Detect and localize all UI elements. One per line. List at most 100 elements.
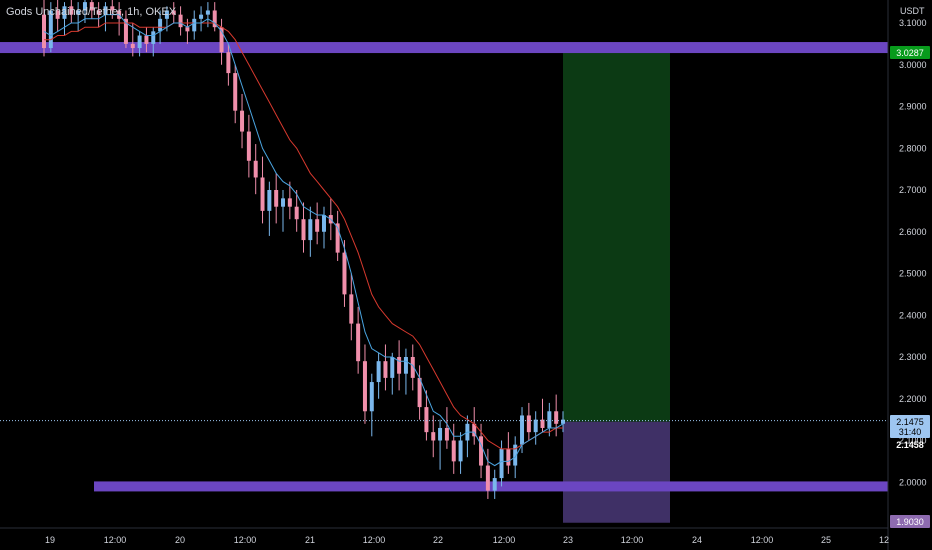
candle-down (89, 2, 94, 11)
candle-down (219, 27, 224, 53)
candle-down (171, 10, 176, 15)
candles (42, 0, 565, 499)
target-price-badge-bg (890, 46, 930, 59)
candle-up (76, 10, 81, 15)
candle-up (321, 215, 326, 232)
y-tick-label: 2.6000 (899, 227, 927, 237)
candle-down (472, 423, 477, 437)
candle-up (492, 478, 497, 491)
interval: 1h (127, 6, 140, 18)
currency-label: USDT (900, 6, 925, 16)
candle-down (410, 357, 415, 378)
y-tick-label: 2.7000 (899, 185, 927, 195)
candle-up (376, 361, 381, 383)
candle-up (547, 411, 552, 428)
y-tick-label: 2.5000 (899, 269, 927, 279)
candle-down (55, 10, 60, 19)
candle-down (506, 448, 511, 466)
candle-up (137, 35, 142, 49)
pair-name: Gods Unchained/Tether (6, 6, 121, 18)
candle-up (390, 357, 395, 378)
x-tick-label: 12:00 (363, 535, 386, 545)
candle-up (192, 18, 197, 32)
x-tick-label: 19 (45, 535, 55, 545)
x-tick-label: 12 (879, 535, 889, 545)
candle-down (526, 415, 531, 433)
horizontal-zones[interactable] (0, 42, 888, 492)
candle-down (130, 43, 135, 49)
candle-down (417, 377, 422, 408)
candle-down (42, 14, 46, 49)
candle-down (451, 440, 456, 462)
x-tick-label: 21 (305, 535, 315, 545)
candle-up (458, 440, 463, 462)
candle-down (301, 219, 306, 241)
candle-up (308, 219, 313, 241)
support-zone[interactable] (94, 481, 888, 492)
y-tick-label: 2.1000 (899, 436, 927, 446)
candle-up (267, 190, 272, 211)
candle-up (199, 14, 204, 19)
candle-up (369, 382, 374, 412)
candle-up (281, 198, 286, 207)
chart-title: Gods Unchained/Tether, 1h, OKEX (6, 6, 177, 18)
candle-up (48, 10, 53, 49)
current-price-badge-bg (890, 415, 930, 438)
candle-down (274, 190, 279, 207)
ema-fast-line (43, 14, 564, 467)
y-tick-label: 2.4000 (899, 310, 927, 320)
y-tick-label: 2.0000 (899, 477, 927, 487)
candle-down (540, 419, 545, 428)
candle-down (349, 294, 354, 324)
loss-zone (563, 421, 670, 523)
secondary-price-label: 2.1458 (896, 440, 924, 450)
candle-up (151, 31, 156, 44)
x-tick-label: 23 (563, 535, 573, 545)
candle-down (144, 35, 149, 44)
candle-down (397, 357, 402, 374)
candle-down (226, 52, 231, 74)
y-tick-label: 2.8000 (899, 143, 927, 153)
y-tick-label: 2.9000 (899, 102, 927, 112)
candle-down (185, 27, 190, 32)
candle-down (485, 465, 490, 491)
y-tick-label: 3.1000 (899, 18, 927, 28)
x-tick-label: 22 (433, 535, 443, 545)
x-tick-label: 25 (821, 535, 831, 545)
candle-down (479, 436, 484, 466)
x-tick-label: 12:00 (493, 535, 516, 545)
candle-down (424, 407, 429, 433)
exchange-name: OKEX (145, 6, 177, 18)
x-tick-label: 12:00 (104, 535, 127, 545)
candle-down (356, 323, 361, 362)
moving-averages (43, 14, 564, 467)
candle-up (62, 6, 67, 19)
profit-zone (563, 52, 670, 422)
target-price-badge-label: 3.0287 (896, 48, 924, 58)
candle-down (315, 219, 320, 232)
candle-down (246, 131, 251, 161)
candle-down (123, 18, 128, 44)
candle-down (233, 73, 238, 111)
candle-down (178, 14, 183, 28)
price-axis[interactable]: USDT 3.1000 3.0000 2.9000 2.8000 2.7000 2.6000… (899, 6, 927, 487)
candle-up (403, 357, 408, 374)
stop-price-badge-label: 1.9030 (896, 517, 924, 527)
candle-up (520, 415, 525, 445)
x-tick-label: 12:00 (234, 535, 257, 545)
candle-up (82, 2, 87, 11)
candle-up (158, 18, 163, 32)
x-tick-label: 24 (692, 535, 702, 545)
candle-down (431, 432, 436, 441)
candle-up (103, 6, 108, 15)
time-axis[interactable]: 19 12:00 20 12:00 21 12:00 22 12:00 23 12:00 24 12:… (45, 535, 889, 545)
candle-down (287, 198, 292, 207)
candle-up (561, 419, 565, 424)
candle-down (69, 6, 74, 15)
resistance-zone[interactable] (0, 42, 888, 54)
candle-up (533, 419, 538, 433)
candle-up (438, 427, 443, 441)
